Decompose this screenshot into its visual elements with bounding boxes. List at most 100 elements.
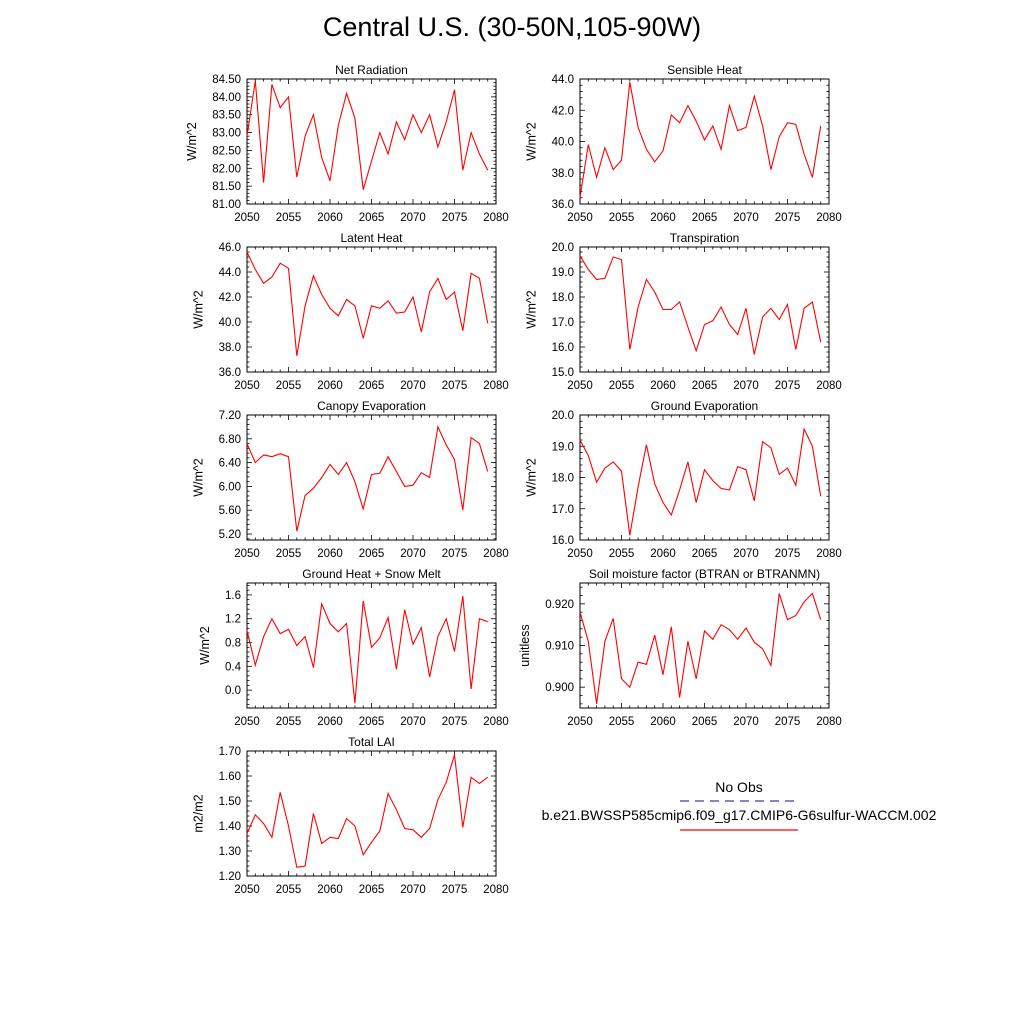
y-axis-label: unitless <box>518 624 532 666</box>
y-tick-label: 6.80 <box>219 434 241 446</box>
data-line <box>246 596 488 704</box>
y-tick-label: 1.60 <box>219 771 241 783</box>
x-tick-label: 2060 <box>317 380 343 392</box>
x-tick-label: 2075 <box>775 548 801 560</box>
x-tick-label: 2055 <box>276 716 302 728</box>
x-tick-label: 2050 <box>234 380 260 392</box>
y-tick-label: 6.00 <box>219 481 241 493</box>
x-tick-label: 2075 <box>775 380 801 392</box>
data-line <box>579 255 822 355</box>
x-tick-label: 2070 <box>733 212 759 224</box>
y-tick-label: 1.2 <box>225 614 241 626</box>
y-tick-label: 42.0 <box>219 292 241 304</box>
data-line <box>246 251 489 356</box>
y-tick-label: 40.0 <box>219 317 241 329</box>
panel-title: Sensible Heat <box>667 63 742 77</box>
y-tick-label: 84.00 <box>212 92 241 104</box>
y-tick-label: 0.920 <box>545 599 574 611</box>
x-tick-label: 2050 <box>567 380 593 392</box>
data-line <box>579 592 822 704</box>
y-tick-label: 84.50 <box>212 74 241 86</box>
panel-title: Canopy Evaporation <box>317 399 426 413</box>
x-tick-label: 2080 <box>816 548 842 560</box>
x-tick-label: 2050 <box>234 212 260 224</box>
y-tick-label: 1.30 <box>219 846 241 858</box>
x-tick-label: 2075 <box>442 716 468 728</box>
x-tick-label: 2060 <box>317 548 343 560</box>
x-tick-label: 2055 <box>276 212 302 224</box>
y-tick-label: 81.50 <box>212 181 241 193</box>
plot-frame <box>579 78 830 205</box>
x-tick-label: 2055 <box>276 548 302 560</box>
y-tick-label: 1.70 <box>219 746 241 758</box>
y-tick-label: 7.20 <box>219 410 241 422</box>
x-tick-label: 2050 <box>234 548 260 560</box>
x-tick-label: 2075 <box>442 380 468 392</box>
y-axis-label: W/m^2 <box>525 290 539 329</box>
x-tick-label: 2060 <box>650 380 676 392</box>
x-tick-label: 2075 <box>442 884 468 896</box>
y-tick-label: 5.20 <box>219 529 241 541</box>
y-axis-label: W/m^2 <box>525 458 539 497</box>
y-tick-label: 36.0 <box>552 199 574 211</box>
x-tick-label: 2075 <box>442 548 468 560</box>
x-tick-label: 2070 <box>400 884 426 896</box>
x-tick-label: 2070 <box>400 716 426 728</box>
x-tick-label: 2080 <box>816 716 842 728</box>
y-axis-label: W/m^2 <box>192 290 206 329</box>
data-line <box>579 82 822 198</box>
y-tick-label: 16.0 <box>552 342 574 354</box>
y-tick-label: 0.900 <box>545 682 574 694</box>
y-tick-label: 36.0 <box>219 367 241 379</box>
x-tick-label: 2060 <box>650 212 676 224</box>
legend-label-obs: No Obs <box>715 779 762 795</box>
x-tick-label: 2065 <box>692 380 718 392</box>
y-tick-label: 44.0 <box>552 74 574 86</box>
y-tick-label: 42.0 <box>552 105 574 117</box>
y-axis-label: m2/m2 <box>192 794 206 832</box>
x-tick-label: 2065 <box>359 212 385 224</box>
x-tick-label: 2050 <box>567 212 593 224</box>
x-tick-label: 2065 <box>692 548 718 560</box>
x-tick-label: 2070 <box>400 548 426 560</box>
x-tick-label: 2060 <box>650 716 676 728</box>
y-tick-label: 1.6 <box>225 590 241 602</box>
chart-panel-8: 2050 2055 2060 2065 2070 2075 2080 0.900 0.910 0.… <box>518 567 842 728</box>
data-line <box>579 427 822 536</box>
chart-panel-2: 2050 2055 2060 2065 2070 2075 2080 36.0 38.0 40.0… <box>525 63 842 224</box>
x-tick-label: 2065 <box>359 380 385 392</box>
y-tick-label: 16.0 <box>552 535 574 547</box>
chart-panel-5: 2050 2055 2060 2065 2070 2075 2080 5.20 5.60 6.00… <box>192 399 509 560</box>
x-tick-label: 2055 <box>609 380 635 392</box>
x-tick-label: 2070 <box>733 716 759 728</box>
y-tick-label: 0.8 <box>225 638 241 650</box>
y-tick-label: 17.0 <box>552 317 574 329</box>
x-tick-label: 2065 <box>692 716 718 728</box>
y-tick-label: 83.50 <box>212 110 241 122</box>
y-tick-label: 40.0 <box>552 137 574 149</box>
page-title: Central U.S. (30-50N,105-90W) <box>322 12 702 42</box>
x-tick-label: 2070 <box>733 548 759 560</box>
chart-panel-4: 2050 2055 2060 2065 2070 2075 2080 15.0 16.0 17.0… <box>525 231 842 392</box>
x-tick-label: 2080 <box>483 212 509 224</box>
x-tick-label: 2055 <box>276 884 302 896</box>
y-axis-label: W/m^2 <box>185 122 199 161</box>
x-tick-label: 2050 <box>234 884 260 896</box>
y-tick-label: 46.0 <box>219 242 241 254</box>
plot-frame <box>246 750 497 877</box>
panel-title: Ground Evaporation <box>651 399 758 413</box>
data-line <box>246 425 489 532</box>
panel-title: Soil moisture factor (BTRAN or BTRANMN) <box>589 567 820 581</box>
chart-panel-7: 2050 2055 2060 2065 2070 2075 2080 0.0 0.4 0.8 1.2… <box>198 567 509 728</box>
y-tick-label: 0.4 <box>225 661 242 673</box>
panel-title: Latent Heat <box>340 231 403 245</box>
x-tick-label: 2075 <box>775 716 801 728</box>
x-tick-label: 2060 <box>650 548 676 560</box>
panel-title: Net Radiation <box>335 63 408 77</box>
legend-label-run: b.e21.BWSSP585cmip6.f09_g17.CMIP6-G6sulf… <box>542 807 937 823</box>
x-tick-label: 2080 <box>483 380 509 392</box>
chart-panel-6: 2050 2055 2060 2065 2070 2075 2080 16.0 17.0 18.0… <box>525 399 842 560</box>
panel-title: Ground Heat + Snow Melt <box>302 567 441 581</box>
y-tick-label: 1.20 <box>219 871 241 883</box>
